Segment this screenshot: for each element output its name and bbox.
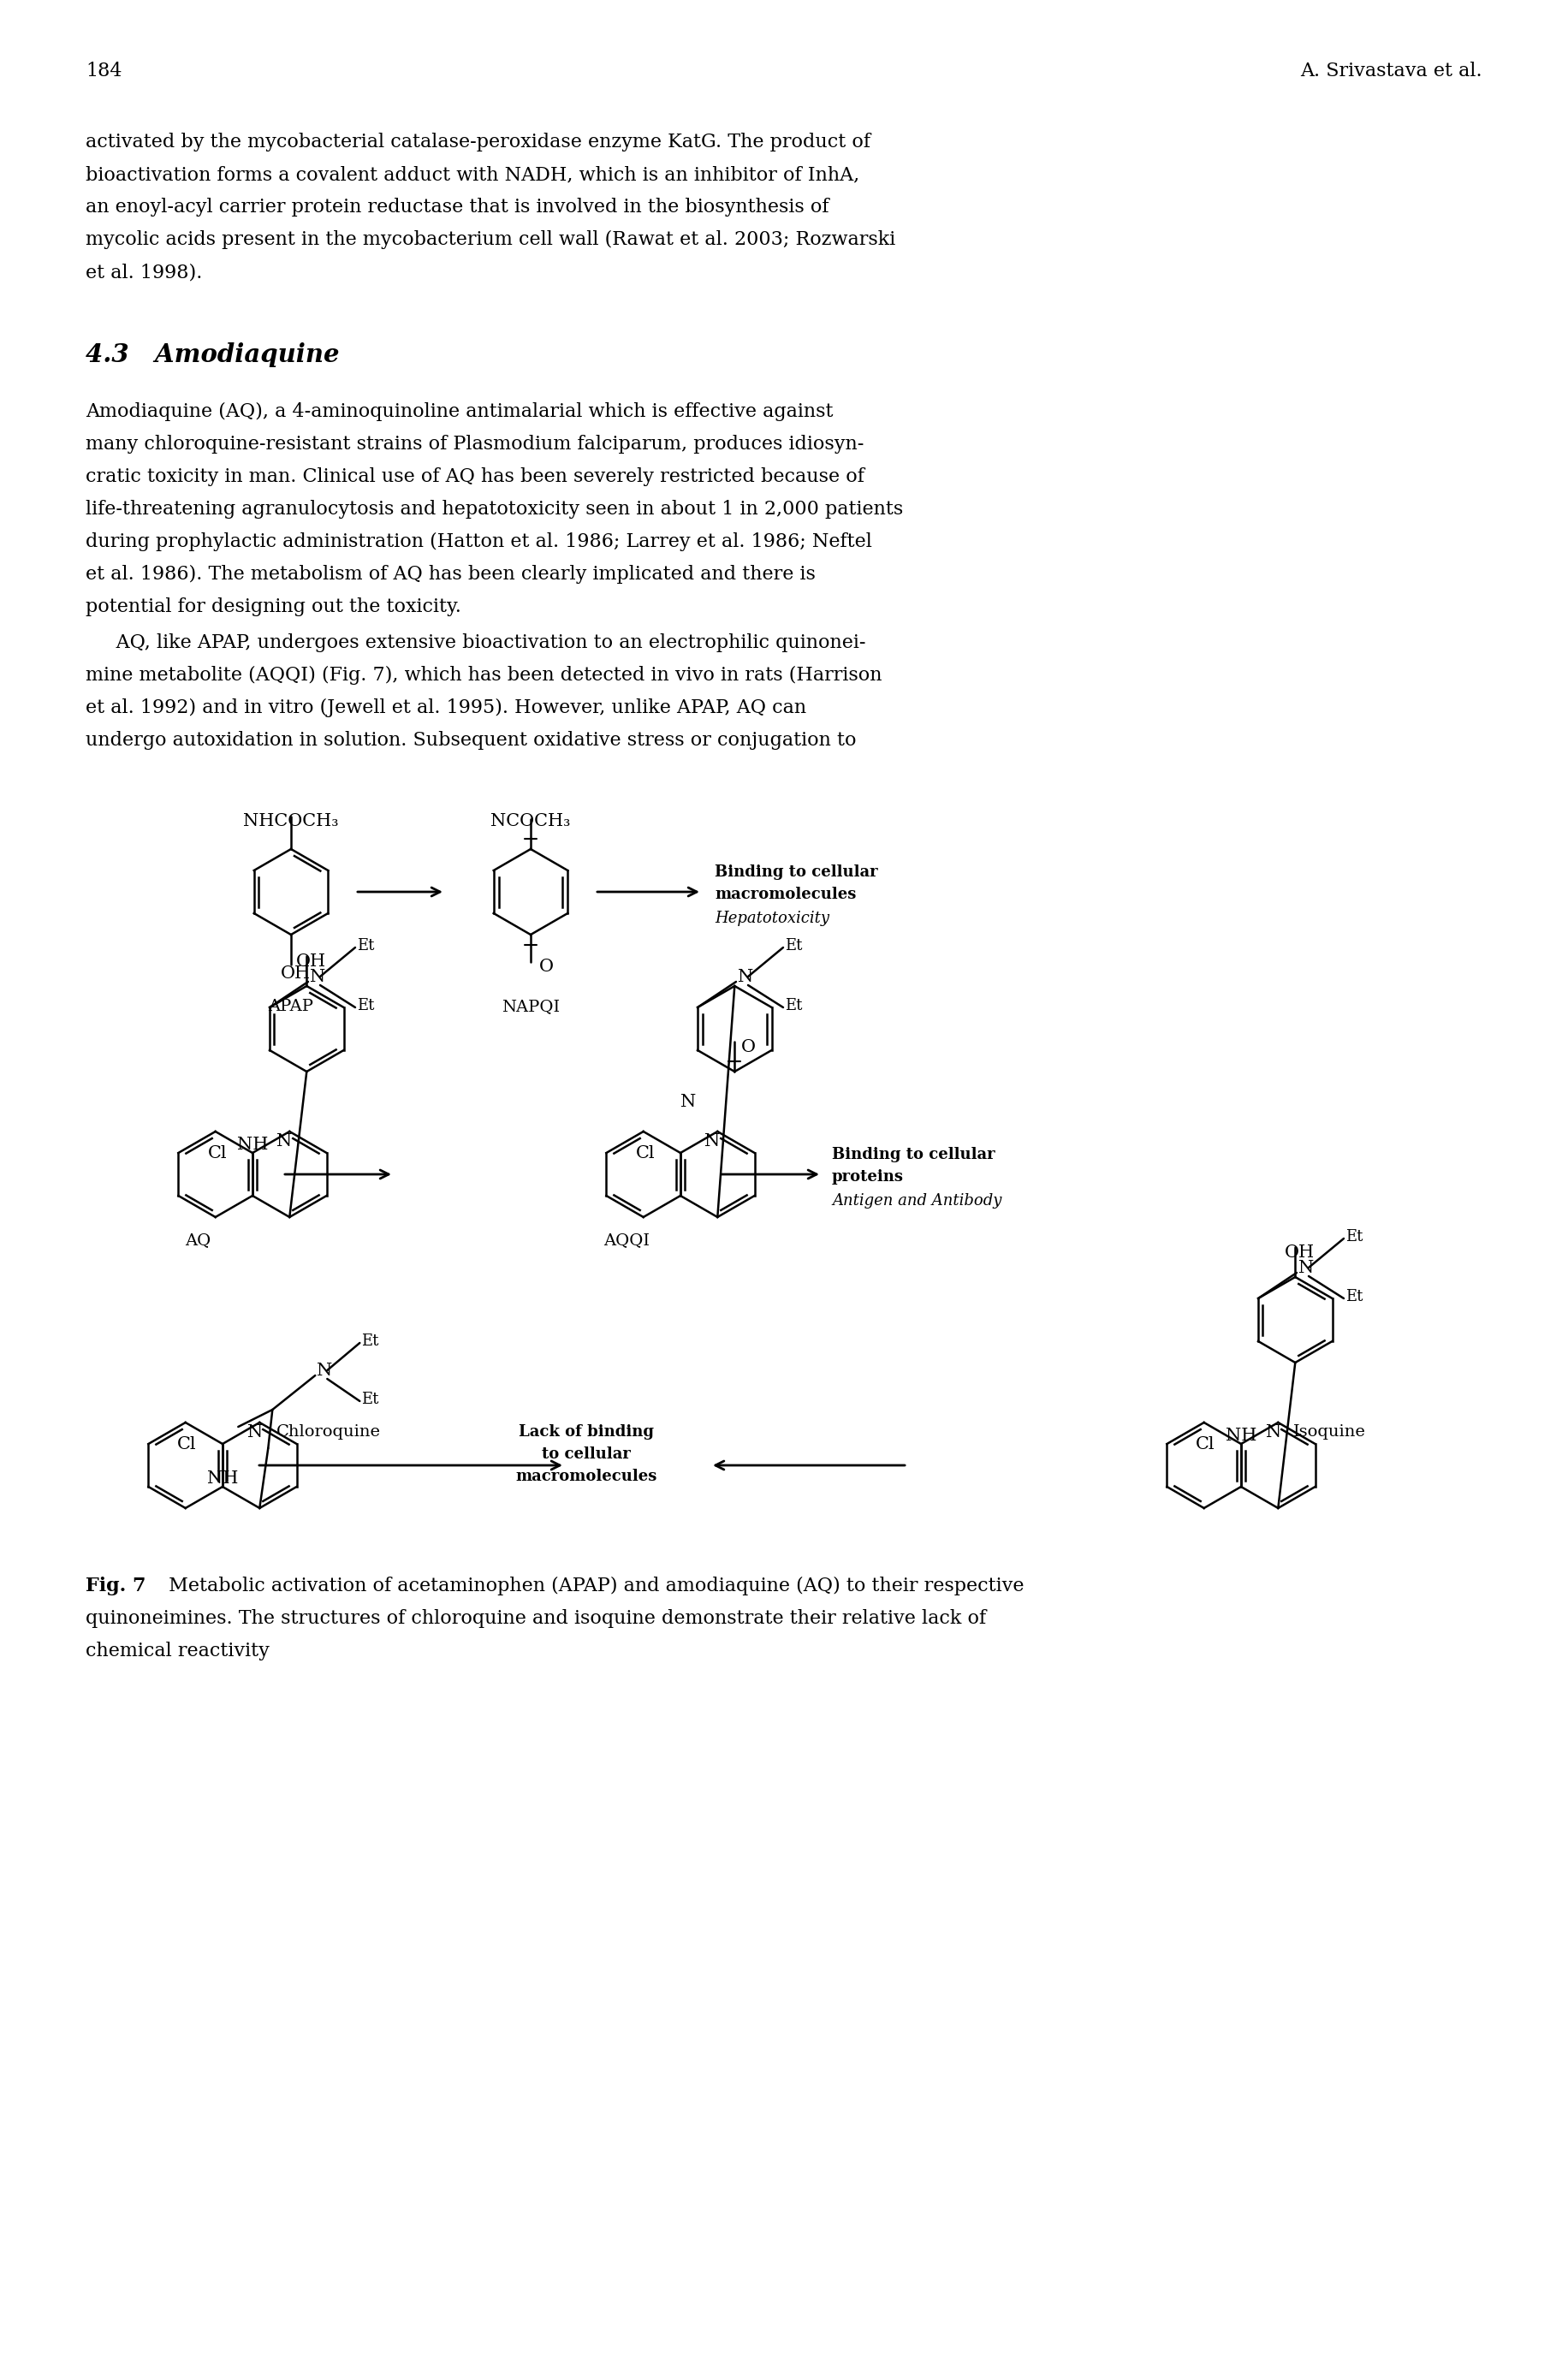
Text: Et: Et bbox=[786, 939, 803, 953]
Text: mine metabolite (AQQI) (Fig. 7), which has been detected in vivo in rats (Harris: mine metabolite (AQQI) (Fig. 7), which h… bbox=[86, 665, 881, 684]
Text: OH: OH bbox=[281, 965, 310, 981]
Text: APAP: APAP bbox=[268, 998, 314, 1015]
Text: Cl: Cl bbox=[177, 1435, 198, 1452]
Text: an enoyl-acyl carrier protein reductase that is involved in the biosynthesis of: an enoyl-acyl carrier protein reductase … bbox=[86, 197, 829, 216]
Text: OH: OH bbox=[296, 953, 326, 969]
Text: O: O bbox=[742, 1038, 756, 1055]
Text: O: O bbox=[539, 958, 554, 974]
Text: N: N bbox=[248, 1423, 263, 1440]
Text: Et: Et bbox=[1345, 1228, 1363, 1245]
Text: Cl: Cl bbox=[635, 1145, 655, 1162]
Text: Et: Et bbox=[358, 939, 375, 953]
Text: N: N bbox=[739, 969, 753, 984]
Text: Amodiaquine (AQ), a 4-aminoquinoline antimalarial which is effective against: Amodiaquine (AQ), a 4-aminoquinoline ant… bbox=[86, 402, 833, 421]
Text: many chloroquine-resistant strains of Plasmodium falciparum, produces idiosyn-: many chloroquine-resistant strains of Pl… bbox=[86, 435, 864, 454]
Text: mycolic acids present in the mycobacterium cell wall (Rawat et al. 2003; Rozwars: mycolic acids present in the mycobacteri… bbox=[86, 230, 895, 249]
Text: Cl: Cl bbox=[207, 1145, 227, 1162]
Text: N: N bbox=[276, 1133, 292, 1150]
Text: Binding to cellular: Binding to cellular bbox=[833, 1148, 996, 1162]
Text: Et: Et bbox=[786, 998, 803, 1015]
Text: 184: 184 bbox=[86, 62, 122, 81]
Text: quinoneimines. The structures of chloroquine and isoquine demonstrate their rela: quinoneimines. The structures of chloroq… bbox=[86, 1609, 986, 1628]
Text: N: N bbox=[317, 1361, 332, 1378]
Text: Et: Et bbox=[1345, 1290, 1363, 1304]
Text: N: N bbox=[1298, 1259, 1314, 1276]
Text: to cellular: to cellular bbox=[543, 1447, 630, 1461]
Text: Et: Et bbox=[358, 998, 375, 1015]
Text: cratic toxicity in man. Clinical use of AQ has been severely restricted because : cratic toxicity in man. Clinical use of … bbox=[86, 468, 864, 487]
Text: undergo autoxidation in solution. Subsequent oxidative stress or conjugation to: undergo autoxidation in solution. Subseq… bbox=[86, 732, 856, 751]
Text: Isoquine: Isoquine bbox=[1294, 1423, 1366, 1440]
Text: proteins: proteins bbox=[833, 1169, 903, 1186]
Text: et al. 1998).: et al. 1998). bbox=[86, 264, 202, 283]
Text: N: N bbox=[704, 1133, 720, 1150]
Text: macromolecules: macromolecules bbox=[715, 886, 856, 903]
Text: AQ: AQ bbox=[185, 1233, 212, 1247]
Text: Cl: Cl bbox=[1196, 1435, 1215, 1452]
Text: activated by the mycobacterial catalase-peroxidase enzyme KatG. The product of: activated by the mycobacterial catalase-… bbox=[86, 133, 870, 152]
Text: Binding to cellular: Binding to cellular bbox=[715, 865, 878, 879]
Text: Antigen and Antibody: Antigen and Antibody bbox=[833, 1193, 1002, 1209]
Text: macromolecules: macromolecules bbox=[516, 1468, 657, 1485]
Text: NCOCH₃: NCOCH₃ bbox=[491, 813, 571, 829]
Text: potential for designing out the toxicity.: potential for designing out the toxicity… bbox=[86, 596, 461, 615]
Text: Lack of binding: Lack of binding bbox=[519, 1423, 654, 1440]
Text: Et: Et bbox=[362, 1392, 379, 1407]
Text: NAPQI: NAPQI bbox=[502, 998, 560, 1015]
Text: OH: OH bbox=[1284, 1245, 1316, 1262]
Text: Hepatotoxicity: Hepatotoxicity bbox=[715, 910, 829, 927]
Text: N: N bbox=[1265, 1423, 1281, 1440]
Text: Chloroquine: Chloroquine bbox=[276, 1423, 381, 1440]
Text: NH: NH bbox=[237, 1136, 268, 1152]
Text: 4.3   Amodiaquine: 4.3 Amodiaquine bbox=[86, 342, 339, 368]
Text: NHCOCH₃: NHCOCH₃ bbox=[243, 813, 339, 829]
Text: AQ, like APAP, undergoes extensive bioactivation to an electrophilic quinonei-: AQ, like APAP, undergoes extensive bioac… bbox=[86, 634, 866, 651]
Text: N: N bbox=[310, 969, 326, 984]
Text: chemical reactivity: chemical reactivity bbox=[86, 1642, 270, 1661]
Text: NH: NH bbox=[1226, 1428, 1256, 1445]
Text: Metabolic activation of acetaminophen (APAP) and amodiaquine (AQ) to their respe: Metabolic activation of acetaminophen (A… bbox=[163, 1578, 1024, 1597]
Text: during prophylactic administration (Hatton et al. 1986; Larrey et al. 1986; Neft: during prophylactic administration (Hatt… bbox=[86, 532, 872, 551]
Text: life-threatening agranulocytosis and hepatotoxicity seen in about 1 in 2,000 pat: life-threatening agranulocytosis and hep… bbox=[86, 499, 903, 518]
Text: A. Srivastava et al.: A. Srivastava et al. bbox=[1300, 62, 1482, 81]
Text: AQQI: AQQI bbox=[604, 1233, 649, 1247]
Text: et al. 1992) and in vitro (Jewell et al. 1995). However, unlike APAP, AQ can: et al. 1992) and in vitro (Jewell et al.… bbox=[86, 699, 806, 718]
Text: Et: Et bbox=[362, 1333, 379, 1350]
Text: bioactivation forms a covalent adduct with NADH, which is an inhibitor of InhA,: bioactivation forms a covalent adduct wi… bbox=[86, 166, 859, 183]
Text: et al. 1986). The metabolism of AQ has been clearly implicated and there is: et al. 1986). The metabolism of AQ has b… bbox=[86, 565, 815, 584]
Text: NH: NH bbox=[207, 1471, 238, 1487]
Text: N: N bbox=[681, 1093, 696, 1110]
Text: Fig. 7: Fig. 7 bbox=[86, 1578, 146, 1594]
